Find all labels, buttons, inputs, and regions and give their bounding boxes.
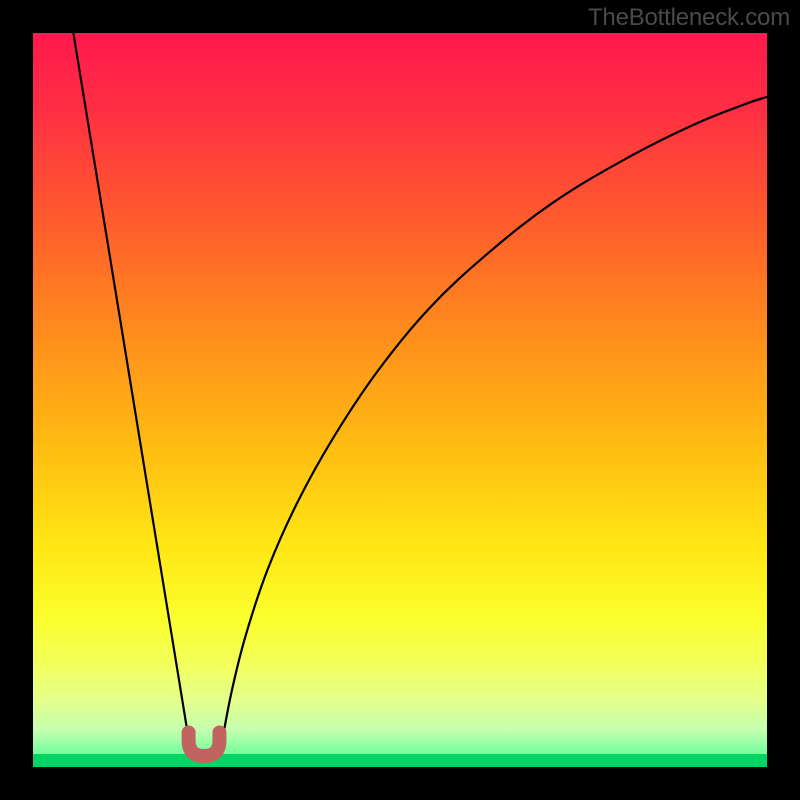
plot-area [33,33,767,767]
right-curve [220,97,767,752]
u-marker [189,733,220,756]
left-curve [73,33,190,752]
curves-svg [33,33,767,767]
watermark-text: TheBottleneck.com [588,4,790,32]
